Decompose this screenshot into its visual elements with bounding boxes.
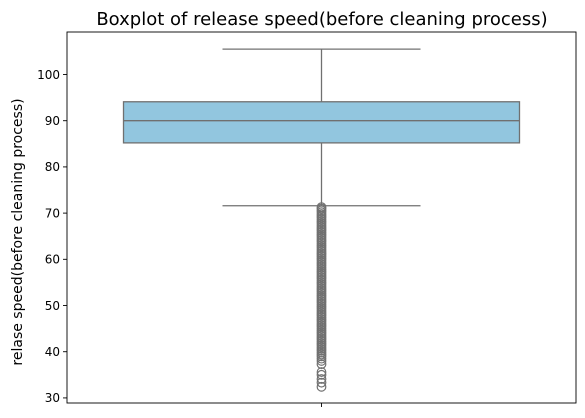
outlier-point	[316, 381, 327, 392]
y-tick-label: 30	[45, 391, 60, 405]
outlier-point	[316, 359, 327, 370]
y-tick-label: 80	[45, 160, 60, 174]
outlier-point	[316, 369, 327, 380]
outlier-point	[316, 356, 327, 366]
iqr-box	[122, 101, 521, 144]
y-tick-label: 50	[45, 299, 60, 313]
plot-area: 30 40 50 60 70 80 90 100	[37, 31, 577, 407]
y-axis-label: relase speed(before cleaning process)	[10, 98, 26, 365]
outlier-point	[316, 367, 327, 377]
y-tick-label: 90	[45, 114, 60, 128]
y-tick-label: 40	[45, 345, 60, 359]
outlier-point	[316, 374, 327, 384]
y-tick-label: 60	[45, 253, 60, 267]
y-tick-label: 100	[37, 68, 60, 82]
y-tick-label: 70	[45, 206, 60, 220]
chart-title: Boxplot of release speed(before cleaning…	[96, 9, 547, 30]
outlier-point	[316, 377, 327, 388]
